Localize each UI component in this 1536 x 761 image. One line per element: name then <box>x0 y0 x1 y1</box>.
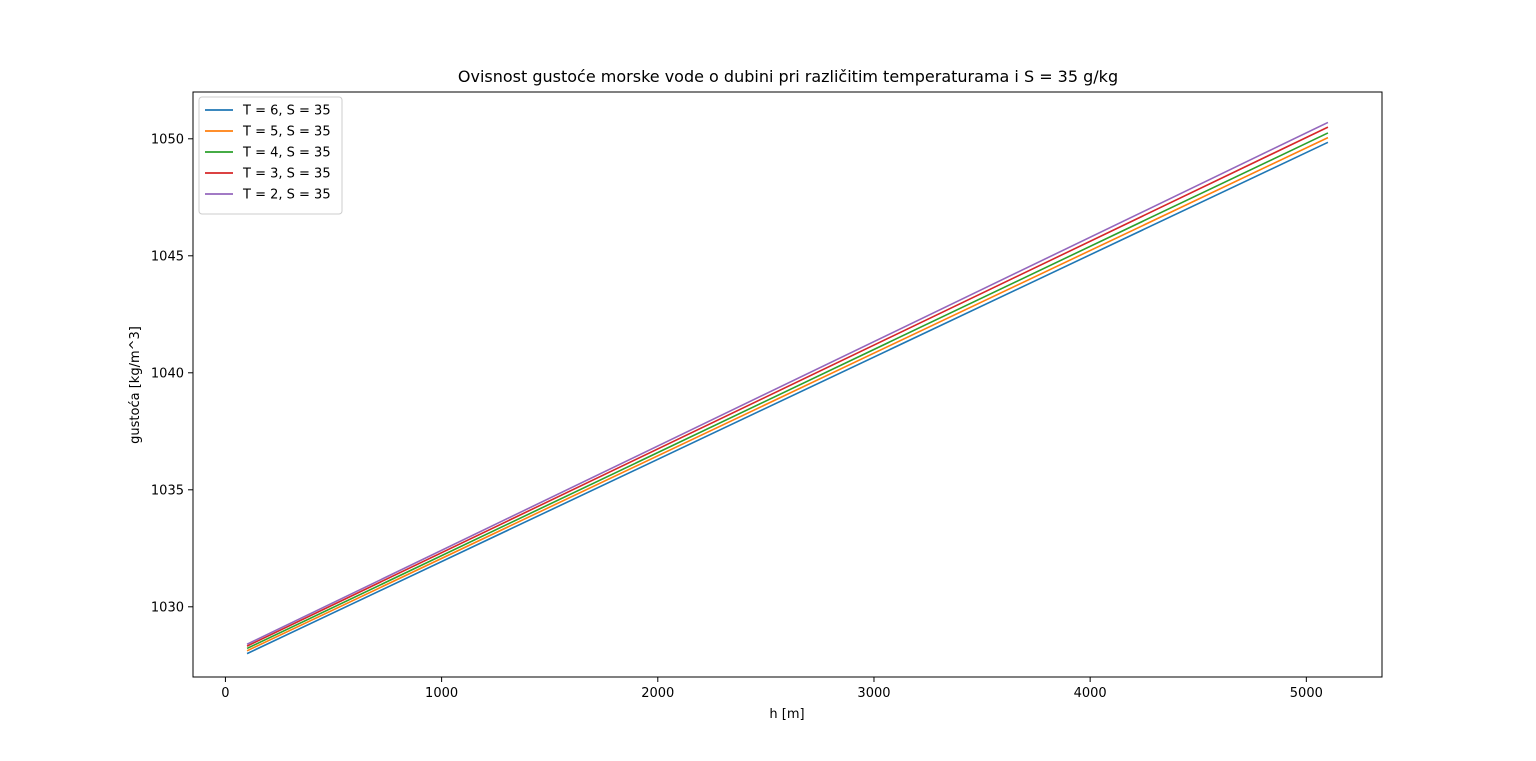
legend: T = 6, S = 35 T = 5, S = 35 T = 4, S = 35 T… <box>198 96 343 215</box>
x-tick-label: 1000 <box>425 686 458 701</box>
y-tick-label: 1030 <box>151 600 184 615</box>
series-line-2 <box>246 136 1329 652</box>
legend-box <box>198 96 343 215</box>
legend-entry-3: T = 4, S = 35 <box>242 146 331 161</box>
x-axis-label: h [m] <box>769 707 804 722</box>
x-tick-label: 0 <box>221 686 229 701</box>
series-line-4 <box>246 126 1329 647</box>
axes: 0 1000 2000 3000 4000 5000 1030 1035 1040 1045 105… <box>151 91 1383 701</box>
legend-entry-2: T = 5, S = 35 <box>242 125 331 140</box>
series-line-3 <box>246 132 1329 650</box>
y-tick-label: 1040 <box>151 366 184 381</box>
plot-frame <box>192 91 1383 678</box>
chart-title: Ovisnost gustoće morske vode o dubini pr… <box>458 67 1118 86</box>
series-line-5 <box>246 121 1329 645</box>
x-tick-label: 2000 <box>641 686 674 701</box>
y-tick-label: 1035 <box>151 483 184 498</box>
x-tick-label: 5000 <box>1290 686 1323 701</box>
legend-entry-1: T = 6, S = 35 <box>242 104 331 119</box>
legend-entry-4: T = 3, S = 35 <box>242 167 331 182</box>
x-tick-label: 4000 <box>1074 686 1107 701</box>
y-tick-label: 1050 <box>151 132 184 147</box>
y-axis-label: gustoća [kg/m^3] <box>128 326 143 444</box>
y-tick-label: 1045 <box>151 249 184 264</box>
x-tick-label: 3000 <box>857 686 890 701</box>
legend-entry-5: T = 2, S = 35 <box>242 188 331 203</box>
series-line-1 <box>246 141 1329 655</box>
plot-lines <box>246 121 1329 655</box>
